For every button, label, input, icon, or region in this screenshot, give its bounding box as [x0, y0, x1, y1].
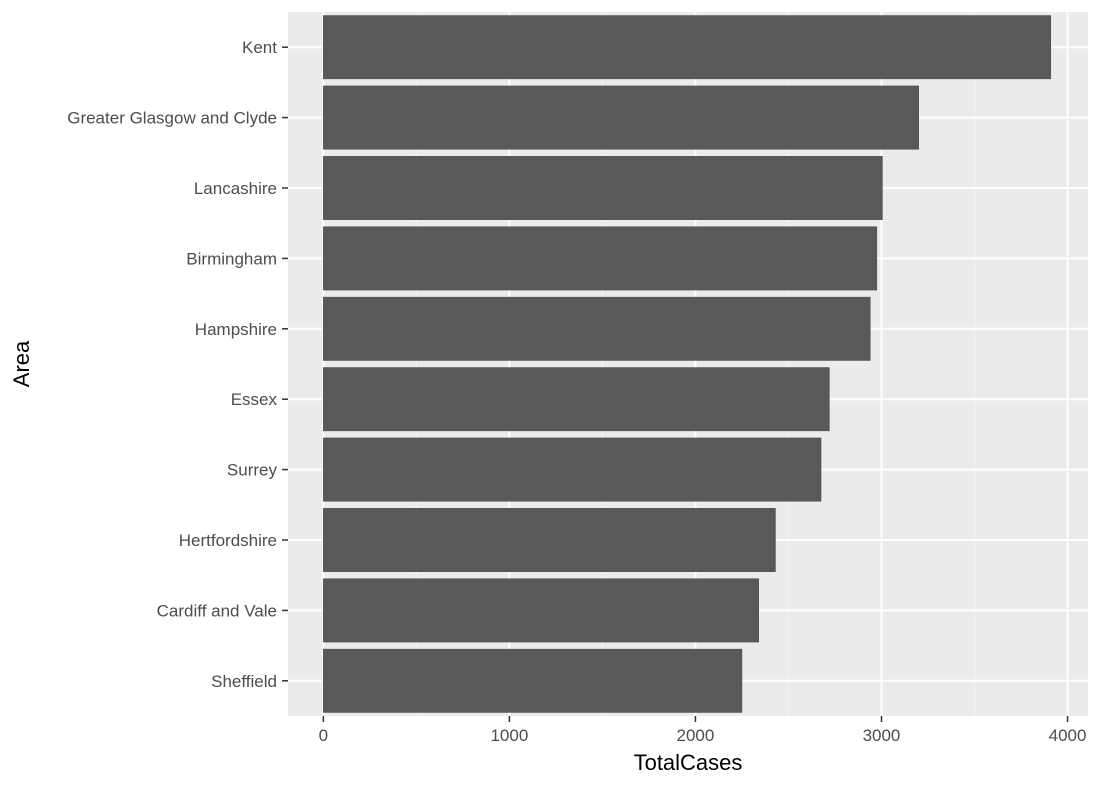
y-tick-label: Lancashire: [194, 179, 277, 198]
y-tick-label: Birmingham: [186, 249, 277, 268]
x-tick-label: 3000: [863, 726, 901, 745]
y-tick-label: Hampshire: [195, 320, 277, 339]
y-axis-title: Area: [9, 340, 34, 387]
bar-kent: [323, 15, 1052, 80]
bar-cardiff-and-vale: [323, 578, 759, 643]
y-tick-label: Cardiff and Vale: [157, 601, 277, 620]
x-tick-label: 1000: [490, 726, 528, 745]
x-axis: 0 1000 2000 3000 4000: [319, 716, 1087, 745]
y-tick-label: Hertfordshire: [179, 531, 277, 550]
x-tick-label: 4000: [1049, 726, 1087, 745]
bar-essex: [323, 367, 830, 432]
bar-hertfordshire: [323, 508, 776, 572]
bars: [323, 15, 1052, 713]
x-tick-label: 0: [319, 726, 328, 745]
bar-hampshire: [323, 296, 871, 361]
bar-birmingham: [323, 226, 878, 291]
bar-surrey: [323, 437, 822, 502]
bar-sheffield: [323, 648, 743, 713]
y-tick-label: Sheffield: [211, 672, 277, 691]
y-tick-label: Greater Glasgow and Clyde: [67, 109, 277, 128]
x-tick-label: 2000: [677, 726, 715, 745]
bar-lancashire: [323, 156, 883, 220]
y-tick-label: Surrey: [227, 461, 278, 480]
x-axis-title: TotalCases: [634, 750, 743, 775]
y-tick-label: Kent: [242, 38, 277, 57]
bar-greater-glasgow-and-clyde: [323, 85, 919, 150]
y-axis: Kent Greater Glasgow and Clyde Lancashire B…: [67, 38, 288, 691]
y-tick-label: Essex: [231, 390, 278, 409]
